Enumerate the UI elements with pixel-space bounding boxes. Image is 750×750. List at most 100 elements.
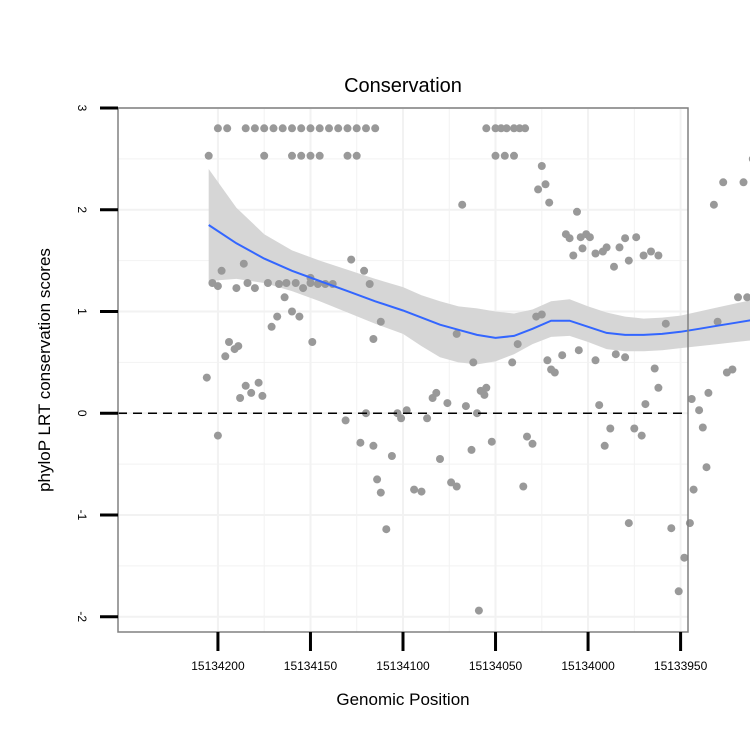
data-point [267,322,276,331]
data-point [739,178,748,187]
data-point [299,284,308,293]
data-point [356,438,365,447]
data-point [288,307,296,316]
data-point [654,383,663,392]
data-point [443,399,452,408]
data-point [436,455,444,463]
data-point [541,180,550,189]
data-point [698,423,707,432]
data-point [402,406,411,415]
y-axis: 3 2 1 0 -1 -2 [75,105,118,622]
data-point [297,151,306,160]
data-point [600,441,609,450]
data-point [704,388,713,397]
data-point [247,388,256,397]
data-point [360,266,369,275]
data-point [515,124,524,133]
data-point [687,395,696,403]
y-axis-title: phyloP LRT conservation scores [35,248,54,492]
data-point [709,200,718,209]
x-tick-label: 15134150 [284,659,338,673]
x-tick-label: 15134000 [561,659,615,673]
data-point [632,233,641,242]
data-point [685,519,694,528]
data-point [523,432,531,441]
data-point [315,124,324,133]
data-point [250,124,259,133]
data-point [382,525,391,534]
data-point [558,351,567,360]
data-point [241,124,250,133]
data-point [263,279,272,287]
data-point [497,124,506,133]
data-point [491,124,500,133]
data-point [500,151,509,160]
data-point [315,151,324,160]
data-point [602,243,611,252]
chart-title: Conservation [344,75,462,97]
x-axis-title: Genomic Position [336,690,469,709]
data-point [369,441,378,450]
data-point [461,402,470,411]
data-point [417,487,426,496]
data-point [397,414,406,423]
data-point [480,390,489,399]
data-point [639,251,648,260]
smooth-line [208,224,750,339]
data-point [202,373,211,382]
data-point [213,124,222,133]
data-point [213,282,222,291]
data-point [376,488,385,497]
data-point [573,207,581,216]
data-point [474,606,483,615]
x-axis: 15134200 15134150 15134100 15134050 15134000… [191,632,708,673]
data-point [341,416,350,425]
data-point [621,234,630,243]
data-point [654,251,663,260]
data-point [713,317,722,326]
data-point [362,124,370,133]
data-point [624,519,633,528]
data-point [719,178,728,187]
data-point [236,394,245,402]
data-point [674,587,683,596]
data-point [591,249,600,258]
data-point [447,478,456,487]
y-tick-label: 3 [75,105,89,112]
data-point [213,431,222,440]
x-tick-label: 15134200 [191,659,245,673]
data-point [254,378,263,387]
data-point [223,124,232,133]
data-point [410,485,419,494]
data-point [543,356,552,365]
x-tick-label: 15134100 [376,659,430,673]
data-point [702,463,711,472]
data-point [647,247,655,256]
data-point [661,319,670,328]
y-tick-label: 0 [75,410,89,417]
data-point [308,338,317,346]
data-point [234,342,243,351]
data-point [432,388,441,397]
data-point [291,279,300,287]
data-point [221,352,230,361]
data-point [534,185,543,194]
data-point [371,124,380,133]
data-point [225,338,233,346]
data-point [452,329,461,338]
data-point [387,452,396,460]
data-point [537,310,546,319]
data-point [611,350,620,359]
data-point [591,356,600,365]
x-tick-label: 15134050 [469,659,523,673]
data-point [295,312,304,321]
data-point [280,293,289,302]
data-point [452,482,461,491]
data-point [510,151,518,160]
data-point [482,383,491,392]
data-point [467,445,476,454]
data-point [565,234,574,243]
data-point [491,151,500,160]
data-point [734,293,742,302]
data-point [502,124,511,133]
